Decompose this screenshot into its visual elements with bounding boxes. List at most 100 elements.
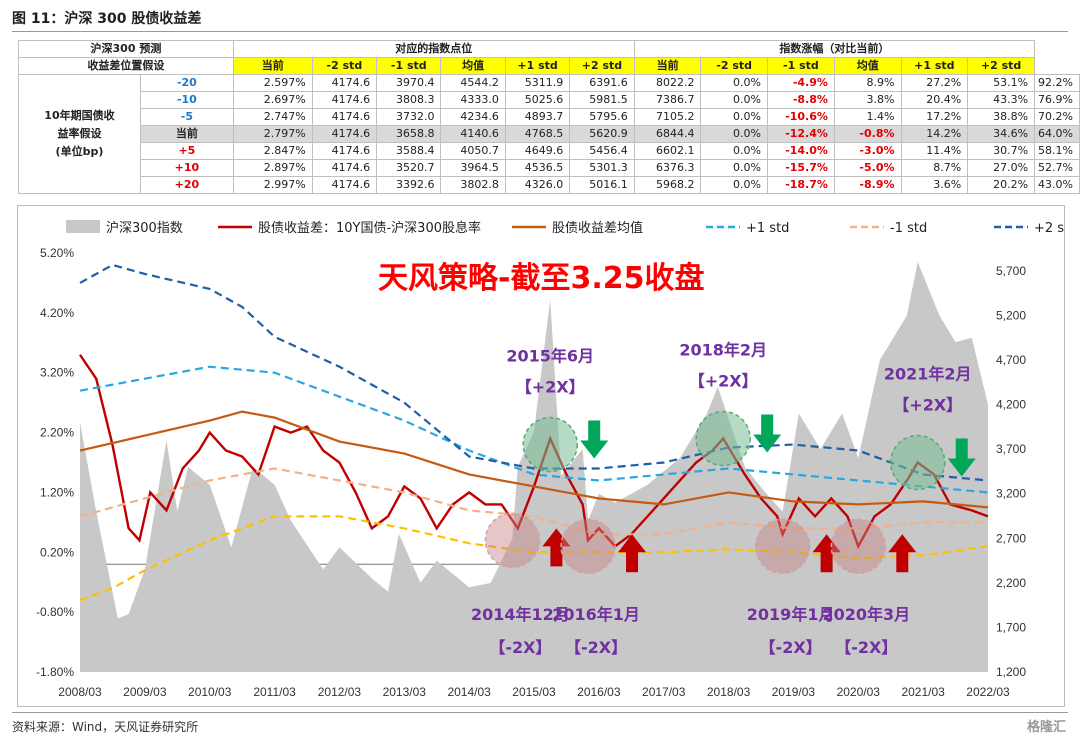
table-col-header: +1 std	[900, 57, 969, 75]
table-side-label: 10年期国债收 益率假设 (单位bp)	[18, 74, 141, 194]
table-point: 4649.6	[504, 142, 571, 160]
table-point: 7386.7	[633, 91, 702, 109]
table-yield: 2.797%	[232, 125, 313, 143]
table-change: 0.0%	[700, 108, 768, 126]
y-left-tick: 2.20%	[40, 426, 74, 440]
table-point: 6376.3	[633, 159, 702, 177]
source-note: 资料来源：Wind，天风证券研究所	[12, 720, 199, 734]
highlight-circle	[484, 512, 541, 569]
table-row: -10 2.697% 4174.6 3808.3 4333.0 5025.6 5981.5 7…	[19, 91, 1080, 109]
table-change: -10.6%	[766, 108, 835, 126]
table-point: 4140.6	[440, 125, 506, 143]
table-change: 3.8%	[833, 91, 902, 109]
x-tick: 2014/03	[447, 685, 491, 699]
sensitivity-table: 沪深300 预测 对应的指数点位 指数涨幅（对比当前） 收益差位置假设 当前 -2…	[18, 40, 1080, 194]
x-tick: 2022/03	[966, 685, 1010, 699]
y-left-tick: 3.20%	[40, 366, 74, 380]
arrow-down-icon	[753, 414, 782, 453]
table-shift: +5	[139, 142, 234, 160]
title-divider	[12, 31, 1068, 32]
y-right-tick: 2,200	[996, 576, 1026, 590]
annotation-tag: 【-2X】	[760, 638, 822, 657]
table-point: 4893.7	[504, 108, 571, 126]
table-point: 3802.8	[440, 176, 506, 194]
table-change: 53.1%	[967, 74, 1036, 92]
table-point: 4174.6	[311, 108, 378, 126]
table-point: 5968.2	[633, 176, 702, 194]
table-row: +10 2.897% 4174.6 3520.7 3964.5 4536.5 5301.3 6…	[19, 159, 1080, 177]
highlight-circle	[695, 410, 751, 467]
table-point: 4333.0	[440, 91, 506, 109]
table-point: 4174.6	[311, 74, 378, 92]
table-col-header: -2 std	[700, 57, 768, 75]
table-shift: +20	[139, 176, 234, 194]
highlight-circle	[522, 416, 578, 473]
table-change: 8.7%	[900, 159, 969, 177]
y-left-tick: 0.20%	[40, 545, 74, 559]
table-point: 3732.0	[376, 108, 442, 126]
table-point: 3520.7	[376, 159, 442, 177]
annotation-date: 2016年1月	[552, 605, 640, 624]
table-corner-line2: 收益差位置假设	[18, 57, 234, 75]
table-change: 34.6%	[967, 125, 1036, 143]
arrow-up-icon	[888, 534, 917, 573]
table-change: -4.9%	[766, 74, 835, 92]
table-col-header: +2 std	[569, 57, 635, 75]
table-change: 38.8%	[967, 108, 1036, 126]
table-point: 5456.4	[569, 142, 635, 160]
table-change: 0.0%	[700, 74, 768, 92]
highlight-circle	[754, 518, 811, 575]
table-point: 4768.5	[504, 125, 571, 143]
table-point: 5981.5	[569, 91, 635, 109]
legend-label: 沪深300指数	[106, 220, 183, 236]
table-yield: 2.997%	[232, 176, 313, 194]
table-change: -8.8%	[766, 91, 835, 109]
table-row: 当前 2.797% 4174.6 3658.8 4140.6 4768.5 5620.9 68…	[19, 125, 1080, 143]
footer-divider	[12, 712, 1068, 713]
legend-label: -1 std	[890, 221, 927, 236]
y-right-tick: 5,700	[996, 264, 1026, 278]
table-point: 5025.6	[504, 91, 571, 109]
table-change: 43.3%	[967, 91, 1036, 109]
y-right-tick: 4,200	[996, 398, 1026, 412]
x-tick: 2011/03	[253, 685, 296, 699]
table-point: 6602.1	[633, 142, 702, 160]
table-yield: 2.847%	[232, 142, 313, 160]
table-point: 4174.6	[311, 142, 378, 160]
table-shift: -10	[139, 91, 234, 109]
annotation-date: 2021年2月	[884, 365, 972, 384]
series-line	[79, 467, 988, 536]
table-point: 5620.9	[569, 125, 635, 143]
table-row: 10年期国债收 益率假设 (单位bp) -20 2.597% 4174.6 3970.4 45…	[18, 74, 1080, 194]
arrow-up-icon	[618, 534, 647, 573]
x-tick: 2020/03	[837, 685, 881, 699]
table-point: 4536.5	[504, 159, 571, 177]
highlight-circle	[889, 434, 946, 491]
table-point: 4326.0	[504, 176, 571, 194]
x-tick: 2015/03	[512, 685, 556, 699]
table-change: 58.1%	[1034, 142, 1080, 160]
legend-label: +2 std	[1034, 221, 1064, 236]
table-row: -5 2.747% 4174.6 3732.0 4234.6 4893.7 5795.6 71…	[19, 108, 1080, 126]
table-change: 17.2%	[900, 108, 969, 126]
table-group-change: 指数涨幅（对比当前）	[633, 40, 1036, 58]
table-yield: 2.747%	[232, 108, 313, 126]
table-col-header: -1 std	[376, 57, 442, 75]
legend-swatch	[66, 220, 100, 233]
x-tick: 2010/03	[188, 685, 232, 699]
table-point: 4234.6	[440, 108, 506, 126]
yield-gap-chart: 5.20% 4.20% 3.20% 2.20% 1.20% 0.20% -0.80% -1.8…	[36, 220, 1064, 699]
table-point: 3588.4	[376, 142, 442, 160]
table-change: 14.2%	[900, 125, 969, 143]
table-change: 0.0%	[700, 142, 768, 160]
series-line	[79, 410, 989, 509]
highlight-circle	[560, 518, 616, 575]
x-tick: 2012/03	[318, 685, 362, 699]
figure-title: 图 11：沪深 300 股债收益差	[12, 11, 202, 27]
arrow-down-icon	[580, 420, 609, 459]
y-right-tick: 2,700	[996, 531, 1026, 545]
table-change: -0.8%	[833, 125, 902, 143]
table-change: -3.0%	[833, 142, 902, 160]
table-point: 3970.4	[376, 74, 442, 92]
table-point: 3658.8	[376, 125, 442, 143]
